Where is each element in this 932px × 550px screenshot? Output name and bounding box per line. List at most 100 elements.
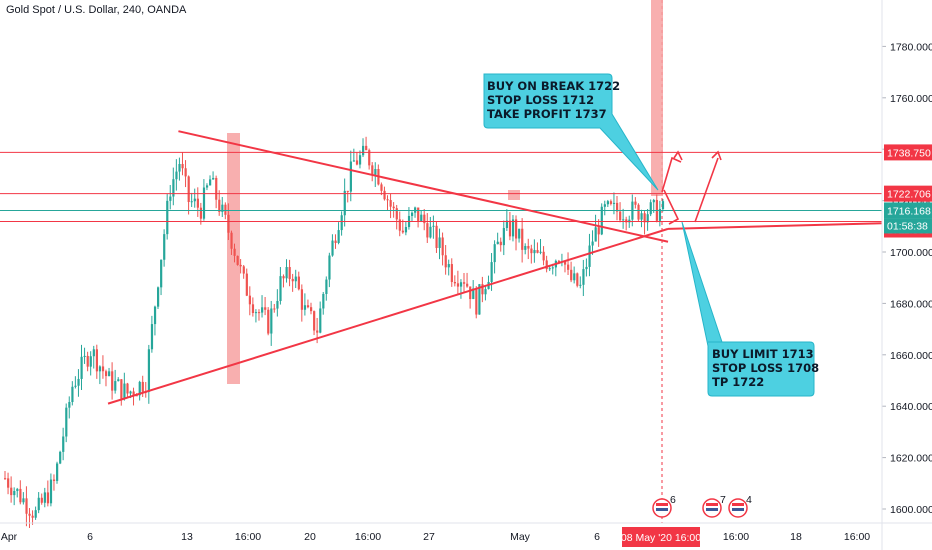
candle-body[interactable] [386, 199, 389, 201]
candle-body[interactable] [410, 212, 414, 216]
candle-body[interactable] [368, 150, 371, 166]
candle-body[interactable] [619, 211, 622, 221]
candle-body[interactable] [475, 288, 478, 315]
candle-body[interactable] [297, 276, 300, 290]
candle-body[interactable] [205, 185, 209, 188]
candle-body[interactable] [224, 204, 227, 215]
candle-body[interactable] [242, 266, 245, 274]
candle-body[interactable] [634, 201, 637, 205]
candle-body[interactable] [380, 184, 383, 191]
candle-body[interactable] [567, 264, 570, 270]
candle-body[interactable] [34, 510, 37, 518]
candle-body[interactable] [527, 245, 530, 249]
candle-body[interactable] [193, 198, 196, 202]
candle-body[interactable] [291, 278, 294, 282]
candle-body[interactable] [331, 240, 334, 256]
candle-body[interactable] [542, 251, 545, 261]
candle-body[interactable] [432, 225, 435, 227]
candle-body[interactable] [52, 479, 56, 481]
candle-body[interactable] [328, 255, 331, 280]
candle-body[interactable] [117, 379, 120, 382]
candle-body[interactable] [19, 488, 22, 503]
candle-body[interactable] [233, 248, 236, 256]
candle-body[interactable] [585, 266, 588, 270]
candle-body[interactable] [658, 209, 662, 221]
candle-body[interactable] [306, 305, 310, 308]
callout-buy-limit[interactable] [681, 221, 815, 397]
candle-body[interactable] [221, 204, 224, 212]
candle-body[interactable] [539, 251, 542, 253]
candle-body[interactable] [570, 269, 573, 281]
candle-body[interactable] [551, 267, 554, 269]
candle-body[interactable] [511, 219, 515, 237]
candle-body[interactable] [395, 208, 398, 220]
candle-body[interactable] [508, 220, 512, 237]
candle-body[interactable] [71, 386, 74, 403]
candle-body[interactable] [28, 513, 31, 516]
candle-body[interactable] [481, 284, 484, 295]
candle-body[interactable] [108, 371, 111, 377]
candle-body[interactable] [536, 250, 539, 253]
economic-events[interactable]: 6 7 4 [652, 494, 752, 518]
candle-body[interactable] [573, 273, 576, 281]
candle-body[interactable] [622, 219, 625, 221]
candle-body[interactable] [502, 228, 505, 246]
candle-body[interactable] [616, 202, 619, 212]
candle-body[interactable] [190, 201, 193, 203]
candle-body[interactable] [264, 307, 267, 310]
candle-body[interactable] [43, 492, 46, 503]
candle-body[interactable] [392, 206, 395, 209]
candle-body[interactable] [389, 200, 392, 207]
candle-body[interactable] [459, 282, 463, 287]
cursor-date-tag[interactable] [622, 527, 700, 547]
candle-body[interactable] [178, 164, 181, 172]
candle-body[interactable] [383, 190, 386, 200]
candle-body[interactable] [16, 488, 19, 492]
candle-body[interactable] [625, 219, 628, 223]
candle-body[interactable] [490, 262, 493, 282]
candle-body[interactable] [404, 227, 408, 233]
candle-body[interactable] [603, 204, 606, 207]
candle-body[interactable] [239, 264, 242, 267]
candle-body[interactable] [163, 234, 166, 260]
candle-body[interactable] [352, 160, 356, 162]
candle-body[interactable] [594, 227, 597, 242]
candle-body[interactable] [609, 201, 613, 204]
candle-body[interactable] [95, 349, 98, 372]
candle-body[interactable] [294, 276, 297, 282]
candle-body[interactable] [463, 282, 466, 284]
candle-body[interactable] [4, 478, 7, 480]
candle-body[interactable] [472, 288, 475, 300]
candle-body[interactable] [254, 312, 258, 314]
candle-body[interactable] [101, 366, 105, 372]
candles[interactable] [4, 136, 665, 528]
candle-body[interactable] [358, 155, 362, 165]
candle-body[interactable] [505, 220, 509, 229]
candle-body[interactable] [196, 198, 199, 208]
candle-body[interactable] [319, 308, 322, 333]
candle-body[interactable] [40, 497, 43, 503]
horizontal-levels[interactable] [0, 151, 882, 223]
candle-body[interactable] [533, 250, 536, 254]
candle-body[interactable] [25, 498, 28, 514]
candle-body[interactable] [184, 168, 187, 177]
callouts[interactable] [483, 73, 815, 397]
candle-body[interactable] [588, 245, 591, 267]
candle-body[interactable] [129, 391, 132, 394]
candle-body[interactable] [401, 230, 404, 233]
candle-body[interactable] [153, 306, 157, 325]
candle-body[interactable] [591, 241, 594, 246]
candle-body[interactable] [37, 497, 40, 511]
candle-body[interactable] [355, 160, 359, 165]
candle-body[interactable] [303, 305, 307, 310]
candle-body[interactable] [126, 383, 129, 394]
candle-body[interactable] [557, 260, 561, 263]
candle-body[interactable] [175, 171, 178, 180]
trendlines[interactable] [107, 130, 883, 405]
annotation-buy-limit[interactable]: BUY LIMIT 1713 STOP LOSS 1708 TP 1722 [712, 347, 820, 389]
candle-body[interactable] [89, 356, 92, 367]
candle-body[interactable] [435, 225, 438, 248]
candle-body[interactable] [120, 379, 123, 399]
candle-body[interactable] [74, 385, 77, 387]
candle-body[interactable] [7, 478, 10, 488]
